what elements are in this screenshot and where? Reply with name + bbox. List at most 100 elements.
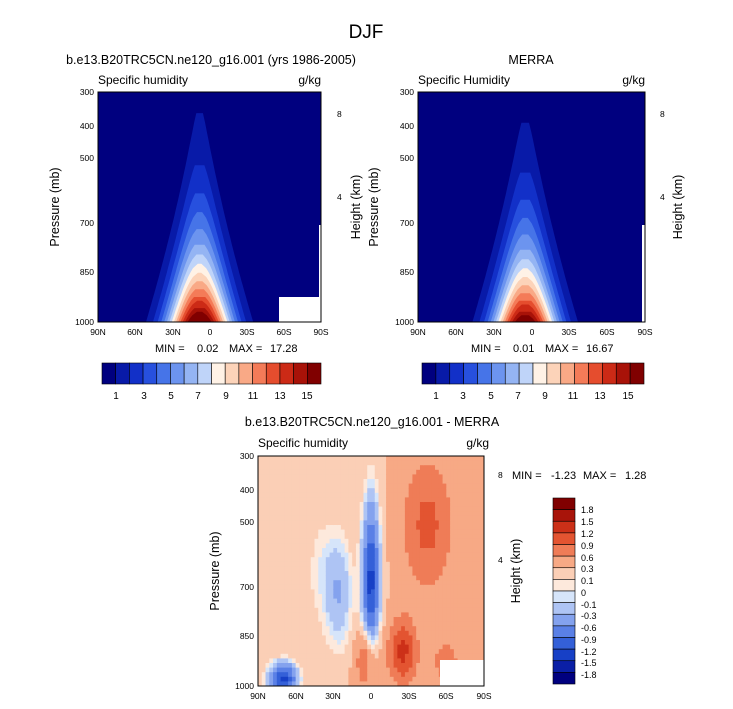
diff-cell <box>427 460 432 466</box>
diff-cell <box>416 672 421 678</box>
diff-cell <box>412 483 417 489</box>
diff-cell <box>427 456 432 462</box>
diff-cell <box>435 534 440 540</box>
diff-cell <box>261 681 267 686</box>
diff-cell <box>348 520 353 526</box>
diff-cell <box>276 635 282 641</box>
diff-cell <box>389 520 395 526</box>
diff-cell <box>435 520 440 526</box>
diff-cell <box>431 488 436 494</box>
diff-cell <box>404 534 410 540</box>
diff-cell <box>288 580 293 586</box>
diff-cell <box>337 621 342 627</box>
diff-cell <box>299 653 304 659</box>
diff-cell <box>322 594 327 600</box>
diff-cell <box>431 594 436 600</box>
diff-cell <box>314 571 319 577</box>
diff-cell <box>476 649 481 655</box>
diff-cell <box>269 511 274 517</box>
diff-cell <box>276 589 282 595</box>
diff-cell <box>322 469 327 475</box>
diff-cell <box>401 456 406 462</box>
diff-cell <box>371 667 376 673</box>
diff-cell <box>446 520 451 526</box>
diff-cell <box>450 488 455 494</box>
diff-cell <box>465 492 470 498</box>
diff-cell <box>427 465 432 471</box>
diff-cell <box>472 552 477 558</box>
diff-cell <box>389 653 395 659</box>
diff-cell <box>389 644 395 650</box>
diff-cell <box>333 580 338 586</box>
diff-cell <box>322 520 327 526</box>
diff-cell <box>472 603 477 609</box>
diff-cell <box>352 635 357 641</box>
diff-cell <box>446 561 451 567</box>
diff-cell <box>404 460 410 466</box>
diff-cell <box>480 566 484 572</box>
diff-cell <box>367 492 372 498</box>
diff-cell <box>295 483 300 489</box>
diff-cell <box>412 488 417 494</box>
diff-cell <box>419 598 425 604</box>
diff-cell <box>408 653 413 659</box>
diff-cell <box>329 603 334 609</box>
diff-cell <box>337 561 342 567</box>
diff-cell <box>340 617 346 623</box>
diff-cell <box>412 667 417 673</box>
diff-cell <box>333 621 338 627</box>
diff-cell <box>359 474 364 480</box>
panel-diff-ylabel: Pressure (mb) <box>208 531 222 610</box>
diff-cell <box>419 506 425 512</box>
diff-cell <box>280 488 285 494</box>
diff-cell <box>352 580 357 586</box>
diff-cell <box>386 584 391 590</box>
diff-cell <box>333 502 338 508</box>
diff-cell <box>423 658 428 664</box>
diff-cell <box>352 561 357 567</box>
diff-cell <box>393 561 398 567</box>
diff-cell <box>340 483 346 489</box>
diff-cell <box>431 460 436 466</box>
diff-cell <box>382 640 387 646</box>
diff-cell <box>280 552 285 558</box>
diff-cell <box>340 511 346 517</box>
diff-cell <box>288 617 293 623</box>
diff-cell <box>269 552 274 558</box>
diff-cell <box>348 566 353 572</box>
diff-cell <box>355 580 361 586</box>
diff-cell <box>408 520 413 526</box>
diff-cell <box>355 667 361 673</box>
diff-cell <box>299 598 304 604</box>
diff-cell <box>340 469 346 475</box>
diff-cell <box>337 465 342 471</box>
diff-cell <box>367 502 372 508</box>
diff-cell <box>412 502 417 508</box>
diff-cell <box>355 561 361 567</box>
diff-cell <box>404 640 410 646</box>
diff-cell <box>273 492 278 498</box>
diff-cell <box>367 626 372 632</box>
diff-cell <box>393 543 398 549</box>
diff-cell <box>299 525 304 531</box>
diff-cell <box>476 474 481 480</box>
diff-cell <box>314 460 319 466</box>
diff-cell <box>382 538 387 544</box>
diff-cell <box>465 598 470 604</box>
diff-cell <box>442 607 447 613</box>
diff-cell <box>352 566 357 572</box>
diff-cell <box>318 479 323 485</box>
diff-cell <box>303 607 308 613</box>
diff-cell <box>337 589 342 595</box>
diff-cell <box>431 653 436 659</box>
diff-cell <box>276 658 282 664</box>
diff-cell <box>386 594 391 600</box>
colorbar-box <box>552 613 576 627</box>
diff-cell <box>393 460 398 466</box>
diff-cell <box>457 649 462 655</box>
diff-cell <box>386 552 391 558</box>
diff-cell <box>431 456 436 462</box>
diff-cell <box>299 469 304 475</box>
diff-cell <box>374 672 380 678</box>
diff-cell <box>276 469 282 475</box>
